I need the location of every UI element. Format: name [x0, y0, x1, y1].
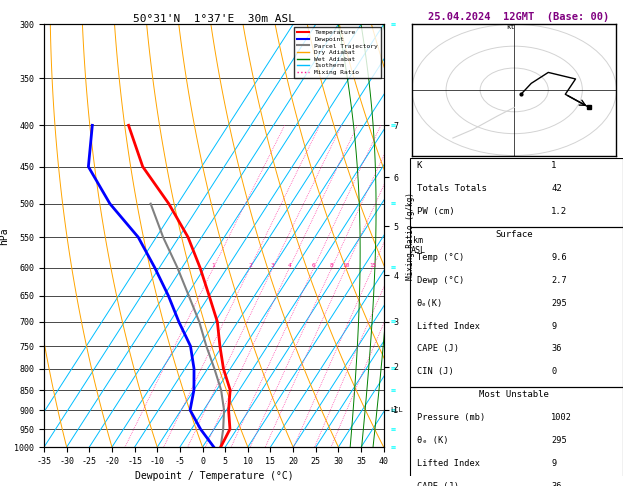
Text: 1.2: 1.2 — [551, 207, 567, 216]
Text: Temp (°C): Temp (°C) — [416, 253, 464, 262]
Text: ≡: ≡ — [391, 425, 396, 434]
Text: Dewp (°C): Dewp (°C) — [416, 276, 464, 285]
Text: Totals Totals: Totals Totals — [416, 184, 486, 193]
Text: ≡: ≡ — [391, 317, 396, 327]
Text: 6: 6 — [312, 263, 316, 268]
Text: PW (cm): PW (cm) — [416, 207, 454, 216]
Bar — [410, 387, 623, 486]
Text: 15: 15 — [369, 263, 377, 268]
Text: 295: 295 — [551, 436, 567, 445]
Bar — [410, 226, 623, 387]
Text: Pressure (mb): Pressure (mb) — [416, 413, 485, 422]
Text: ≡: ≡ — [391, 20, 396, 29]
Text: CIN (J): CIN (J) — [416, 367, 454, 377]
Text: Lifted Index: Lifted Index — [416, 459, 479, 468]
Text: CAPE (J): CAPE (J) — [416, 482, 459, 486]
Text: 42: 42 — [551, 184, 562, 193]
Text: 36: 36 — [551, 345, 562, 353]
Bar — [410, 158, 623, 226]
Text: kt: kt — [506, 24, 515, 30]
Text: Mixing Ratio (g/kg): Mixing Ratio (g/kg) — [406, 192, 415, 279]
Text: Surface: Surface — [496, 230, 533, 239]
Text: ≡: ≡ — [391, 406, 396, 415]
Text: θₑ (K): θₑ (K) — [416, 436, 448, 445]
Text: 0: 0 — [551, 367, 556, 377]
Text: 2: 2 — [248, 263, 252, 268]
X-axis label: Dewpoint / Temperature (°C): Dewpoint / Temperature (°C) — [135, 471, 293, 482]
Text: ≡: ≡ — [391, 121, 396, 130]
Y-axis label: km
ASL: km ASL — [410, 236, 425, 255]
Text: 4: 4 — [287, 263, 291, 268]
Text: ≡: ≡ — [391, 199, 396, 208]
Text: 10: 10 — [342, 263, 350, 268]
Text: Most Unstable: Most Unstable — [479, 390, 549, 399]
Text: 9.6: 9.6 — [551, 253, 567, 262]
Text: 2.7: 2.7 — [551, 276, 567, 285]
Legend: Temperature, Dewpoint, Parcel Trajectory, Dry Adiabat, Wet Adiabat, Isotherm, Mi: Temperature, Dewpoint, Parcel Trajectory… — [294, 27, 381, 78]
Text: 25.04.2024  12GMT  (Base: 00): 25.04.2024 12GMT (Base: 00) — [428, 12, 610, 22]
Text: 1: 1 — [551, 161, 557, 170]
Title: 50°31'N  1°37'E  30m ASL: 50°31'N 1°37'E 30m ASL — [133, 14, 295, 23]
Text: 36: 36 — [551, 482, 562, 486]
Text: Lifted Index: Lifted Index — [416, 322, 479, 330]
Text: 295: 295 — [551, 299, 567, 308]
Text: ≡: ≡ — [391, 443, 396, 451]
Text: ≡: ≡ — [391, 364, 396, 373]
Text: K: K — [416, 161, 422, 170]
Text: 9: 9 — [551, 322, 556, 330]
Text: 9: 9 — [551, 459, 556, 468]
Text: ≡: ≡ — [391, 385, 396, 395]
Text: 3: 3 — [271, 263, 275, 268]
Y-axis label: hPa: hPa — [0, 227, 9, 244]
Text: θₑ(K): θₑ(K) — [416, 299, 443, 308]
Text: ≡: ≡ — [391, 263, 396, 272]
Text: 1: 1 — [211, 263, 215, 268]
Text: CAPE (J): CAPE (J) — [416, 345, 459, 353]
Text: LCL: LCL — [391, 407, 403, 413]
Text: 1002: 1002 — [551, 413, 572, 422]
Text: 8: 8 — [330, 263, 333, 268]
